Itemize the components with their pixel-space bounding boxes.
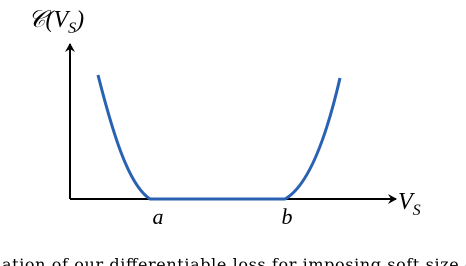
x-label-sub: S xyxy=(413,202,421,219)
y-label-sub: S xyxy=(68,20,76,37)
y-axis-label: 𝒞(VS) xyxy=(28,7,84,37)
loss-curve xyxy=(96,74,342,201)
x-tick-label: a xyxy=(153,204,164,229)
x-tick-label: b xyxy=(282,204,293,229)
y-label-base: 𝒞(V xyxy=(28,7,70,33)
caption: ation of our differentiable loss for imp… xyxy=(2,255,466,266)
y-label-close: ) xyxy=(74,7,84,33)
x-axis-label: VS xyxy=(398,189,421,219)
x-label-base: V xyxy=(398,189,415,215)
